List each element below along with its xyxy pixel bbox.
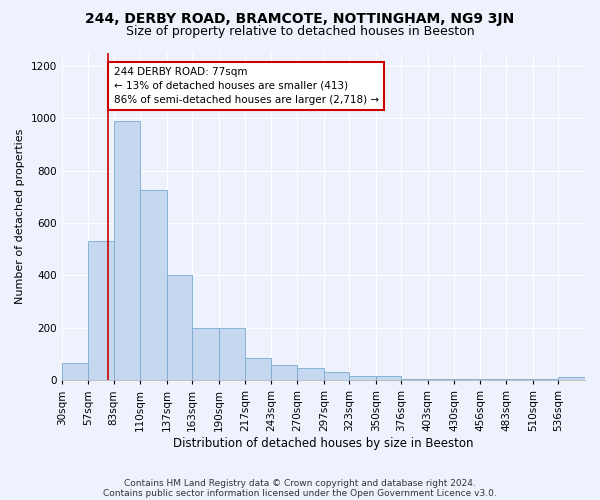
Bar: [559, 377, 585, 380]
Bar: [219, 328, 245, 380]
Text: Contains public sector information licensed under the Open Government Licence v3: Contains public sector information licen…: [103, 488, 497, 498]
Bar: [454, 379, 480, 380]
Bar: [245, 358, 271, 380]
Bar: [401, 379, 428, 380]
Bar: [428, 379, 454, 380]
Text: Contains HM Land Registry data © Crown copyright and database right 2024.: Contains HM Land Registry data © Crown c…: [124, 478, 476, 488]
Bar: [298, 368, 324, 380]
Bar: [324, 372, 349, 380]
Bar: [62, 363, 88, 380]
Text: 244 DERBY ROAD: 77sqm
← 13% of detached houses are smaller (413)
86% of semi-det: 244 DERBY ROAD: 77sqm ← 13% of detached …: [114, 67, 379, 105]
Bar: [349, 376, 376, 380]
Bar: [114, 120, 140, 380]
Bar: [167, 276, 192, 380]
X-axis label: Distribution of detached houses by size in Beeston: Distribution of detached houses by size …: [173, 437, 473, 450]
Bar: [533, 379, 559, 380]
Text: Size of property relative to detached houses in Beeston: Size of property relative to detached ho…: [125, 25, 475, 38]
Bar: [271, 364, 298, 380]
Bar: [88, 242, 114, 380]
Bar: [376, 376, 401, 380]
Bar: [192, 328, 219, 380]
Bar: [140, 190, 167, 380]
Y-axis label: Number of detached properties: Number of detached properties: [15, 128, 25, 304]
Text: 244, DERBY ROAD, BRAMCOTE, NOTTINGHAM, NG9 3JN: 244, DERBY ROAD, BRAMCOTE, NOTTINGHAM, N…: [85, 12, 515, 26]
Bar: [480, 379, 506, 380]
Bar: [506, 379, 533, 380]
